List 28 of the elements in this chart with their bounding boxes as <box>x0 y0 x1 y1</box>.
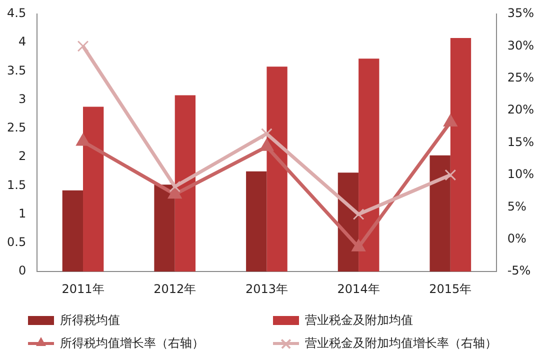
x-tick-label: 2014年 <box>337 282 380 296</box>
y-tick-label: 2.5 <box>6 120 26 135</box>
y2-tick-label: 0% <box>507 232 526 246</box>
y2-tick-label: -5% <box>507 264 531 278</box>
legend-label: 所得税均值 <box>60 312 120 329</box>
y-tick-label: 0 <box>18 264 26 278</box>
x-tick-label: 2011年 <box>62 282 104 296</box>
y-tick-label: 4 <box>18 34 26 49</box>
y-tick-label: 4.5 <box>6 6 26 20</box>
y2-tick-label: 35% <box>507 6 534 20</box>
y2-tick-label: 30% <box>507 38 534 52</box>
x-tick-label: 2015年 <box>429 282 472 296</box>
legend-label: 营业税金及附加均值增长率（右轴） <box>305 335 497 352</box>
y-tick-label: 1 <box>18 206 26 220</box>
y2-tick-label: 5% <box>507 199 526 214</box>
y2-tick-label: 15% <box>507 134 534 149</box>
y-tick-label: 1.5 <box>6 178 26 192</box>
y-tick-label: 2 <box>18 149 26 164</box>
legend-label: 所得税均值增长率（右轴） <box>60 335 204 352</box>
y2-tick-label: 20% <box>507 102 534 117</box>
x-tick-label: 2013年 <box>245 282 288 296</box>
legend-label: 营业税金及附加均值 <box>305 312 413 329</box>
y2-tick-label: 10% <box>507 167 534 182</box>
y-tick-label: 3 <box>18 92 26 106</box>
y2-tick-label: 25% <box>507 70 534 85</box>
y-tick-label: 3.5 <box>6 63 26 78</box>
y-tick-label: 0.5 <box>6 235 26 250</box>
x-tick-label: 2012年 <box>154 282 196 296</box>
